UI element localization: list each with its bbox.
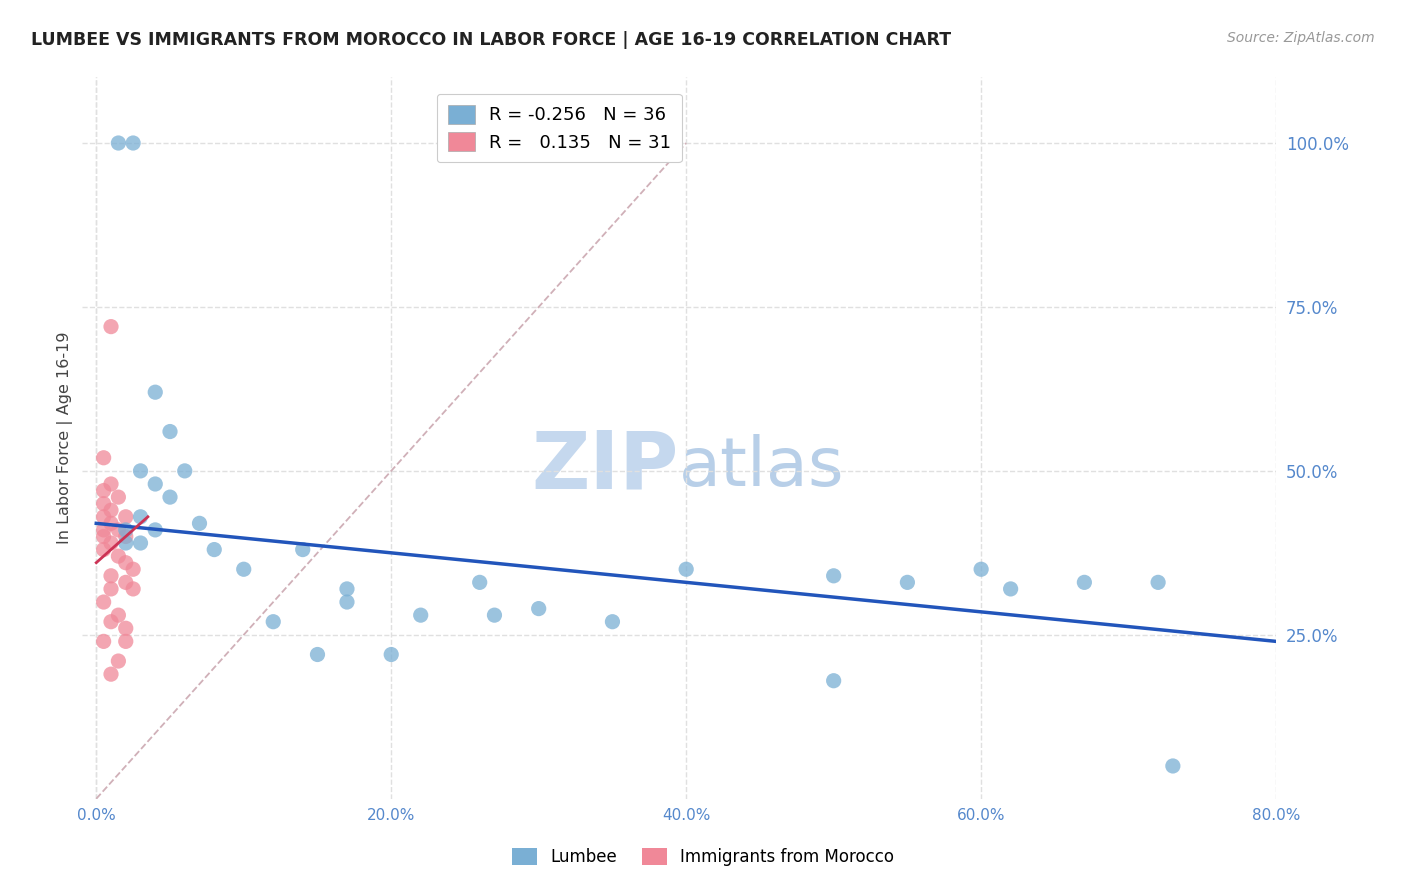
Y-axis label: In Labor Force | Age 16-19: In Labor Force | Age 16-19 <box>58 332 73 544</box>
Point <box>114 621 136 635</box>
Point <box>1073 575 1095 590</box>
Point <box>970 562 993 576</box>
Point <box>100 569 122 583</box>
Point <box>602 615 624 629</box>
Text: Source: ZipAtlas.com: Source: ZipAtlas.com <box>1227 31 1375 45</box>
Point <box>291 542 314 557</box>
Point <box>129 464 152 478</box>
Point <box>336 595 359 609</box>
Point <box>232 562 254 576</box>
Point <box>114 556 136 570</box>
Point <box>93 509 115 524</box>
Point <box>1147 575 1170 590</box>
Point <box>143 523 166 537</box>
Point <box>262 615 284 629</box>
Point <box>114 575 136 590</box>
Point <box>100 503 122 517</box>
Point <box>100 516 122 531</box>
Point <box>107 490 129 504</box>
Point <box>468 575 491 590</box>
Point <box>107 136 129 150</box>
Point <box>93 497 115 511</box>
Point <box>143 385 166 400</box>
Point <box>143 477 166 491</box>
Point <box>93 542 115 557</box>
Point <box>159 490 181 504</box>
Point <box>114 634 136 648</box>
Point <box>823 673 845 688</box>
Point <box>100 536 122 550</box>
Point <box>173 464 195 478</box>
Point <box>93 634 115 648</box>
Point <box>100 667 122 681</box>
Text: atlas: atlas <box>679 434 845 500</box>
Point <box>114 536 136 550</box>
Legend: R = -0.256   N = 36, R =   0.135   N = 31: R = -0.256 N = 36, R = 0.135 N = 31 <box>437 94 682 162</box>
Point <box>114 523 136 537</box>
Point <box>675 562 697 576</box>
Point <box>107 523 129 537</box>
Point <box>100 615 122 629</box>
Point <box>93 450 115 465</box>
Point <box>122 562 145 576</box>
Point <box>100 582 122 596</box>
Point <box>114 529 136 543</box>
Point <box>896 575 918 590</box>
Point <box>93 529 115 543</box>
Legend: Lumbee, Immigrants from Morocco: Lumbee, Immigrants from Morocco <box>505 841 901 873</box>
Point <box>114 509 136 524</box>
Text: LUMBEE VS IMMIGRANTS FROM MOROCCO IN LABOR FORCE | AGE 16-19 CORRELATION CHART: LUMBEE VS IMMIGRANTS FROM MOROCCO IN LAB… <box>31 31 950 49</box>
Text: ZIP: ZIP <box>531 428 679 506</box>
Point <box>129 536 152 550</box>
Point <box>100 319 122 334</box>
Point <box>336 582 359 596</box>
Point <box>129 509 152 524</box>
Point <box>188 516 211 531</box>
Point <box>93 523 115 537</box>
Point <box>100 477 122 491</box>
Point <box>107 654 129 668</box>
Point <box>93 595 115 609</box>
Point <box>202 542 225 557</box>
Point <box>307 648 329 662</box>
Point <box>409 608 432 623</box>
Point <box>159 425 181 439</box>
Point <box>527 601 550 615</box>
Point <box>122 582 145 596</box>
Point <box>1000 582 1022 596</box>
Point <box>107 608 129 623</box>
Point <box>93 483 115 498</box>
Point <box>1161 759 1184 773</box>
Point <box>107 549 129 563</box>
Point <box>122 136 145 150</box>
Point <box>484 608 506 623</box>
Point <box>823 569 845 583</box>
Point <box>380 648 402 662</box>
